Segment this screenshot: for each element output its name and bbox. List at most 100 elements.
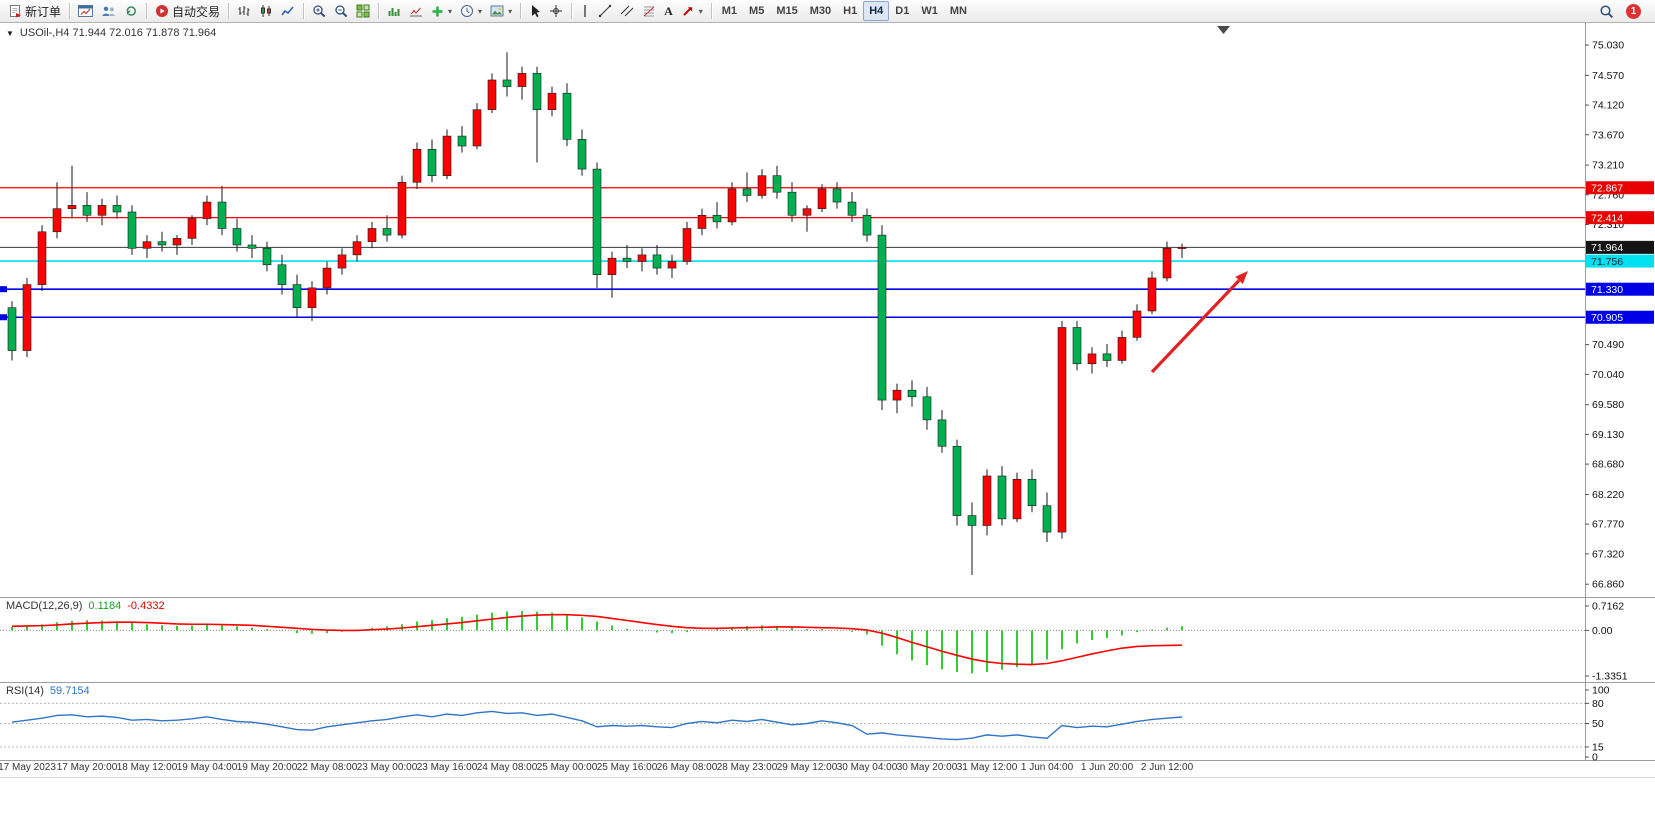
trend-arrow-annotation[interactable] — [1150, 279, 1241, 374]
rsi-indicator-label: RSI(14) 59.7154 — [6, 685, 90, 697]
candle-body — [442, 135, 452, 176]
support-line-blue-2-anchor[interactable] — [0, 314, 7, 321]
candle-body — [367, 228, 377, 242]
refresh-button[interactable] — [120, 1, 142, 21]
indicators-button[interactable] — [383, 1, 405, 21]
time-axis-label: 17 May 2023 — [0, 762, 56, 773]
timeframe-d1-button[interactable]: D1 — [889, 1, 915, 21]
price-tag-label: 71.330 — [1591, 284, 1623, 296]
toolbar-separator — [146, 3, 148, 19]
bar-chart-button[interactable] — [233, 1, 255, 21]
search-button[interactable] — [1595, 1, 1618, 21]
time-axis-label: 2 Jun 12:00 — [1140, 762, 1194, 773]
chart-collapse-icon[interactable]: ▼ — [6, 28, 14, 38]
rsi-axis-label: 50 — [1592, 718, 1604, 730]
crosshair-button[interactable] — [545, 1, 567, 21]
timeframe-w1-button[interactable]: W1 — [915, 1, 944, 21]
timeframe-m1-button[interactable]: M1 — [716, 1, 743, 21]
candle-body — [382, 228, 392, 236]
candle-body — [667, 261, 677, 269]
timeframe-m15-button[interactable]: M15 — [770, 1, 803, 21]
zoom-out-button[interactable] — [330, 1, 352, 21]
autotrading-icon — [155, 4, 169, 18]
candle-body — [127, 211, 137, 249]
support-line-blue-1-anchor[interactable] — [0, 286, 7, 293]
timeframe-m30-button[interactable]: M30 — [804, 1, 837, 21]
candle-body — [1132, 310, 1142, 338]
price-axis-label: 69.580 — [1592, 399, 1624, 411]
text-button[interactable]: A — [660, 1, 677, 21]
vertical-line-button[interactable] — [576, 1, 594, 21]
price-tag-71.330 — [1586, 282, 1654, 296]
candle-body — [1027, 478, 1037, 506]
time-axis-label: 23 May 00:00 — [356, 762, 418, 773]
time-axis-label: 18 May 12:00 — [116, 762, 178, 773]
candle-body — [742, 188, 752, 196]
price-axis-label: 69.130 — [1592, 429, 1624, 441]
macd-name: MACD(12,26,9) — [6, 600, 83, 612]
price-tag-71.964 — [1586, 240, 1654, 254]
text-icon: A — [664, 3, 673, 18]
price-tag-label: 71.964 — [1591, 242, 1623, 254]
candle-body — [592, 168, 602, 275]
zoom-out-icon — [334, 4, 348, 18]
chart-shift-marker[interactable] — [1217, 26, 1230, 34]
candle-body — [1147, 277, 1157, 312]
candlestick-chart-button[interactable] — [255, 1, 277, 21]
candle-body — [157, 241, 167, 246]
charts-button[interactable] — [74, 1, 97, 21]
rsi-axis-label: 100 — [1592, 685, 1610, 697]
candle-body — [1177, 247, 1187, 249]
candle-body — [607, 257, 617, 275]
price-tag-71.756 — [1586, 254, 1654, 268]
zoom-in-button[interactable] — [308, 1, 330, 21]
candle-body — [232, 228, 242, 246]
notification-badge[interactable]: 1 — [1626, 3, 1641, 19]
tile-windows-button[interactable] — [352, 1, 374, 21]
candle-body — [547, 92, 557, 110]
candle-body — [967, 515, 977, 526]
bars-icon — [237, 4, 251, 18]
new-order-button-label: 新订单 — [25, 4, 62, 19]
timeframe-m5-button[interactable]: M5 — [743, 1, 770, 21]
rsi-name: RSI(14) — [6, 685, 44, 697]
macd-axis-label: 0.7162 — [1592, 600, 1624, 612]
arrows-button[interactable]: ▾ — [677, 1, 707, 21]
cursor-button[interactable] — [525, 1, 545, 21]
toolbar-separator — [571, 3, 573, 19]
channel-button[interactable] — [616, 1, 638, 21]
autotrading-button[interactable]: 自动交易 — [151, 1, 224, 21]
candle-body — [202, 201, 212, 219]
profiles-button[interactable] — [97, 1, 120, 21]
candle-body — [52, 208, 62, 233]
trendline-button[interactable] — [594, 1, 616, 21]
toolbar: 新订单 自动交易 ▾ ▾ ▾ A ▾ M1 M5 M15 M30 H1 H4 D1 W1 MN 1 — [0, 0, 1655, 23]
crosshair-icon — [549, 4, 563, 18]
timeframe-h1-button[interactable]: H1 — [837, 1, 863, 21]
timeframe-mn-button[interactable]: MN — [944, 1, 973, 21]
templates-button[interactable]: ▾ — [486, 1, 516, 21]
time-axis-label: 30 May 20:00 — [896, 762, 958, 773]
time-axis-label: 26 May 08:00 — [656, 762, 718, 773]
candle-body — [37, 231, 47, 285]
timeframe-h4-button[interactable]: H4 — [863, 1, 890, 21]
new-order-button[interactable]: 新订单 — [4, 1, 65, 21]
dropdown-caret-icon: ▾ — [478, 6, 483, 16]
periods-button[interactable]: ▾ — [456, 1, 486, 21]
candle-body — [1072, 327, 1082, 365]
time-axis-label: 23 May 16:00 — [416, 762, 478, 773]
candle-body — [1117, 337, 1127, 361]
time-axis-label: 29 May 12:00 — [776, 762, 838, 773]
candle-body — [652, 254, 662, 269]
add-indicator-button[interactable]: ▾ — [427, 1, 456, 21]
candle-body — [1042, 505, 1052, 533]
objects-list-button[interactable] — [405, 1, 427, 21]
candle-body — [1012, 478, 1022, 520]
fibonacci-button[interactable] — [638, 1, 660, 21]
toolbar-separator — [228, 3, 230, 19]
rsi-axis-label: 15 — [1592, 741, 1604, 753]
time-axis-label: 19 May 04:00 — [176, 762, 238, 773]
line-chart-button[interactable] — [277, 1, 299, 21]
